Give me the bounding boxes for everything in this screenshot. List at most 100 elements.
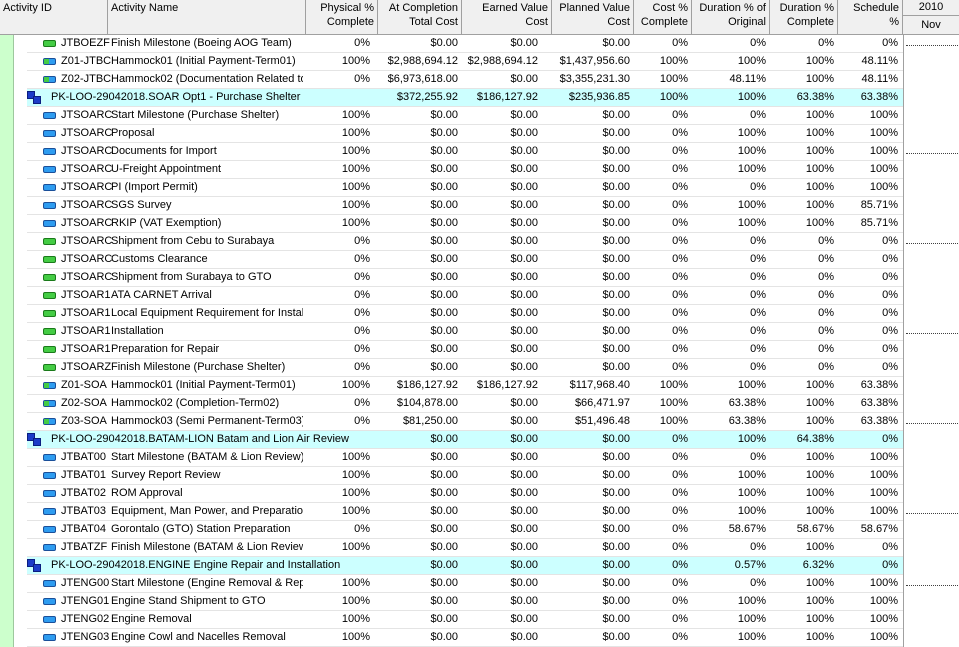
- physical-complete: 100%: [341, 127, 370, 139]
- activity-row[interactable]: JTBATZF Finish Milestone (BATAM & Lion Re…: [27, 539, 903, 557]
- activity-row[interactable]: JTSOARC Start Milestone (Purchase Shelter…: [27, 107, 903, 125]
- activity-row[interactable]: JTSOARC Proposal 100% $0.00 $0.00 $0.00 0% 100%…: [27, 125, 903, 143]
- earned-value-cost: $0.00: [510, 631, 538, 643]
- activity-row[interactable]: JTSOARC Documents for Import 100% $0.00 $0.0…: [27, 143, 903, 161]
- cost-complete: 0%: [672, 487, 688, 499]
- cost-complete: 0%: [672, 325, 688, 337]
- duration-complete: 100%: [805, 487, 834, 499]
- activity-name: Hammock02 (Completion-Term02): [111, 397, 280, 409]
- earned-value-cost: $0.00: [510, 253, 538, 265]
- at-completion-cost: $0.00: [430, 289, 458, 301]
- activity-id: Z02-JTBC: [61, 73, 112, 85]
- gantt-dotted-line: [906, 585, 958, 586]
- activity-row[interactable]: JTSOARC U-Freight Appointment 100% $0.00 $0.…: [27, 161, 903, 179]
- duration-complete: 100%: [805, 379, 834, 391]
- header-at-completion-cost[interactable]: At Completion Total Cost: [378, 0, 462, 34]
- activity-name: Start Milestone (BATAM & Lion Review): [111, 451, 303, 463]
- cost-complete: 0%: [672, 127, 688, 139]
- wbs-row[interactable]: PK-LOO-29042018.SOAR Opt1 - Purchase She…: [27, 89, 903, 107]
- activity-name: Hammock03 (Semi Permanent-Term03): [111, 415, 303, 427]
- activity-id: JTSOARC: [61, 145, 113, 157]
- activity-row[interactable]: JTBAT02 ROM Approval 100% $0.00 $0.00 $0.00 0%…: [27, 485, 903, 503]
- physical-complete: 0%: [354, 271, 370, 283]
- activity-row[interactable]: JTSOAR1 Preparation for Repair 0% $0.00 $0.0…: [27, 341, 903, 359]
- at-completion-cost: $0.00: [430, 613, 458, 625]
- earned-value-cost: $0.00: [510, 145, 538, 157]
- duration-original: 48.11%: [729, 73, 767, 85]
- activity-name: Start Milestone (Purchase Shelter): [111, 109, 280, 121]
- activity-name: Finish Milestone (Boeing AOG Team): [111, 37, 292, 49]
- activity-row[interactable]: JTENG01 Engine Stand Shipment to GTO 100% $…: [27, 593, 903, 611]
- cost-complete: 0%: [672, 307, 688, 319]
- header-label: Original: [728, 16, 766, 28]
- activity-row[interactable]: JTBOEZF Finish Milestone (Boeing AOG Team…: [27, 35, 903, 53]
- activity-row[interactable]: JTBAT01 Survey Report Review 100% $0.00 $0.0…: [27, 467, 903, 485]
- activity-row[interactable]: JTENG03 Engine Cowl and Nacelles Removal 1…: [27, 629, 903, 647]
- activity-row[interactable]: JTSOAR1 Installation 0% $0.00 $0.00 $0.00 0% 0%…: [27, 323, 903, 341]
- earned-value-cost: $0.00: [510, 613, 538, 625]
- schedule-percent: 63.38%: [860, 415, 898, 427]
- hammock-bar-icon: [43, 382, 56, 389]
- header-activity-id[interactable]: Activity ID: [0, 0, 108, 34]
- physical-complete: 100%: [341, 181, 370, 193]
- activity-row[interactable]: JTBAT03 Equipment, Man Power, and Prepara…: [27, 503, 903, 521]
- activity-id: JTBAT02: [61, 487, 107, 499]
- activity-row[interactable]: JTSOARC Shipment from Cebu to Surabaya 0% $…: [27, 233, 903, 251]
- hammock-bar-icon: [43, 418, 56, 425]
- earned-value-cost: $0.00: [510, 433, 538, 445]
- duration-complete: 100%: [805, 505, 834, 517]
- header-duration-complete[interactable]: Duration % Complete: [770, 0, 838, 34]
- activity-row[interactable]: JTBAT04 Gorontalo (GTO) Station Preparati…: [27, 521, 903, 539]
- activity-id: JTENG03: [61, 631, 110, 643]
- gantt-area[interactable]: [903, 35, 959, 647]
- header-label: Cost: [607, 16, 630, 28]
- activity-row[interactable]: JTSOAR1 ATA CARNET Arrival 0% $0.00 $0.00 $0.…: [27, 287, 903, 305]
- activity-row[interactable]: Z01-JTBC Hammock01 (Initial Payment-Term0…: [27, 53, 903, 71]
- duration-complete: 0%: [818, 289, 834, 301]
- activity-row[interactable]: JTSOARC RKIP (VAT Exemption) 100% $0.00 $0.0…: [27, 215, 903, 233]
- activity-row[interactable]: Z03-SOA Hammock03 (Semi Permanent-Term03)…: [27, 413, 903, 431]
- header-schedule-percent[interactable]: Schedule%: [838, 0, 903, 34]
- duration-original: 0%: [750, 271, 766, 283]
- activity-row[interactable]: JTSOARC Shipment from Surabaya to GTO 0% $0…: [27, 269, 903, 287]
- activity-row[interactable]: JTENG02 Engine Removal 100% $0.00 $0.00 $0.00…: [27, 611, 903, 629]
- earned-value-cost: $186,127.92: [476, 91, 538, 103]
- activity-row[interactable]: Z01-SOA Hammock01 (Initial Payment-Term01…: [27, 377, 903, 395]
- activity-id: JTBATZF: [61, 541, 108, 553]
- activity-row[interactable]: Z02-SOA Hammock02 (Completion-Term02) 0% $1…: [27, 395, 903, 413]
- earned-value-cost: $0.00: [510, 523, 538, 535]
- schedule-percent: 100%: [869, 577, 898, 589]
- activity-row[interactable]: JTSOARC Customs Clearance 0% $0.00 $0.00 $0.0…: [27, 251, 903, 269]
- header-label: Cost %: [652, 2, 688, 14]
- activity-name: Finish Milestone (Purchase Shelter): [111, 361, 286, 373]
- planned-value-cost: $0.00: [602, 253, 630, 265]
- header-cost-complete[interactable]: Cost % Complete: [634, 0, 692, 34]
- wbs-row[interactable]: PK-LOO-29042018.ENGINE Engine Repair and…: [27, 557, 903, 575]
- at-completion-cost: $0.00: [430, 109, 458, 121]
- activity-row[interactable]: Z02-JTBC Hammock02 (Documentation Related…: [27, 71, 903, 89]
- planned-value-cost: $0.00: [602, 37, 630, 49]
- header-planned-value[interactable]: Planned Value Cost: [552, 0, 634, 34]
- activity-row[interactable]: JTSOAR1 Local Equipment Requirement for I…: [27, 305, 903, 323]
- activity-row[interactable]: JTSOARC SGS Survey 100% $0.00 $0.00 $0.00 0% 10…: [27, 197, 903, 215]
- hammock-bar-icon: [43, 76, 56, 83]
- duration-complete: 100%: [805, 109, 834, 121]
- activity-row[interactable]: JTSOARC PI (Import Permit) 100% $0.00 $0.00 $…: [27, 179, 903, 197]
- cost-complete: 0%: [672, 271, 688, 283]
- header-duration-original[interactable]: Duration % of Original: [692, 0, 770, 34]
- activity-name: Hammock01 (Initial Payment-Term01): [111, 379, 296, 391]
- activity-row[interactable]: JTBAT00 Start Milestone (BATAM & Lion Rev…: [27, 449, 903, 467]
- activity-row[interactable]: JTSOARZ Finish Milestone (Purchase Shelte…: [27, 359, 903, 377]
- wbs-row[interactable]: PK-LOO-29042018.BATAM-LION Batam and Lio…: [27, 431, 903, 449]
- activity-row[interactable]: JTENG00 Start Milestone (Engine Removal &…: [27, 575, 903, 593]
- header-activity-name[interactable]: Activity Name: [108, 0, 306, 34]
- at-completion-cost: $0.00: [430, 271, 458, 283]
- physical-complete: 0%: [354, 235, 370, 247]
- header-label: Activity Name: [111, 2, 179, 14]
- at-completion-cost: $81,250.00: [402, 415, 458, 427]
- schedule-percent: 100%: [869, 487, 898, 499]
- header-physical-complete[interactable]: Physical % Complete: [306, 0, 378, 34]
- planned-value-cost: $0.00: [602, 613, 630, 625]
- header-earned-value[interactable]: Earned Value Cost: [462, 0, 552, 34]
- milestone-bar-icon: [43, 274, 56, 281]
